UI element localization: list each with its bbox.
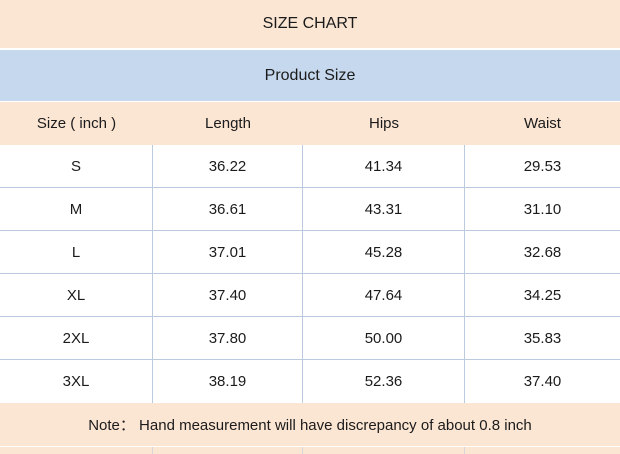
table-row-m: M 36.61 43.31 31.10 [0,188,620,231]
product-size-band: Product Size [0,48,620,101]
length-cell: 37.80 [153,317,303,359]
length-cell: 37.40 [153,274,303,316]
page-title: SIZE CHART [262,15,358,32]
column-header-size: Size ( inch ) [36,115,117,132]
size-cell: 3XL [0,360,153,403]
waist-cell: 29.53 [523,157,562,175]
partial-cell [153,447,303,454]
column-header-length: Length [205,115,251,132]
hips-cell: 45.28 [303,231,465,273]
length-cell: 36.22 [153,145,303,187]
hips-cell: 47.64 [303,274,465,316]
table-row-l: L 37.01 45.28 32.68 [0,231,620,274]
size-cell: XL [0,274,153,316]
partial-bottom-row [0,446,620,454]
waist-cell: 31.10 [523,200,562,218]
partial-cell [465,447,620,454]
hips-cell: 43.31 [303,188,465,230]
partial-cell [303,447,465,454]
length-cell: 38.19 [153,360,303,403]
waist-cell: 32.68 [523,243,562,261]
waist-cell: 37.40 [523,373,562,390]
length-cell: 36.61 [153,188,303,230]
hips-cell: 50.00 [303,317,465,359]
note-text: Note： Hand measurement will have discrep… [88,417,532,434]
size-cell: 2XL [0,317,153,359]
size-cell: L [0,231,153,273]
hips-cell: 41.34 [303,145,465,187]
size-cell: S [0,145,153,187]
column-header-hips: Hips [368,115,399,132]
product-size-label: Product Size [264,66,356,84]
waist-cell: 35.83 [523,329,562,347]
table-row-s: S 36.22 41.34 29.53 [0,145,620,188]
table-row-3xl: 3XL 38.19 52.36 37.40 [0,360,620,403]
column-header-waist: Waist [524,115,561,132]
partial-cell [0,447,153,454]
length-cell: 37.01 [153,231,303,273]
table-row-2xl: 2XL 37.80 50.00 35.83 [0,317,620,360]
hips-cell: 52.36 [303,360,465,403]
column-header-row: Size ( inch ) Length Hips Waist [0,101,620,145]
waist-cell: 34.25 [523,286,562,304]
title-row: SIZE CHART [0,0,620,48]
note-row: Note： Hand measurement will have discrep… [0,403,620,446]
size-cell: M [0,188,153,230]
table-row-xl: XL 37.40 47.64 34.25 [0,274,620,317]
